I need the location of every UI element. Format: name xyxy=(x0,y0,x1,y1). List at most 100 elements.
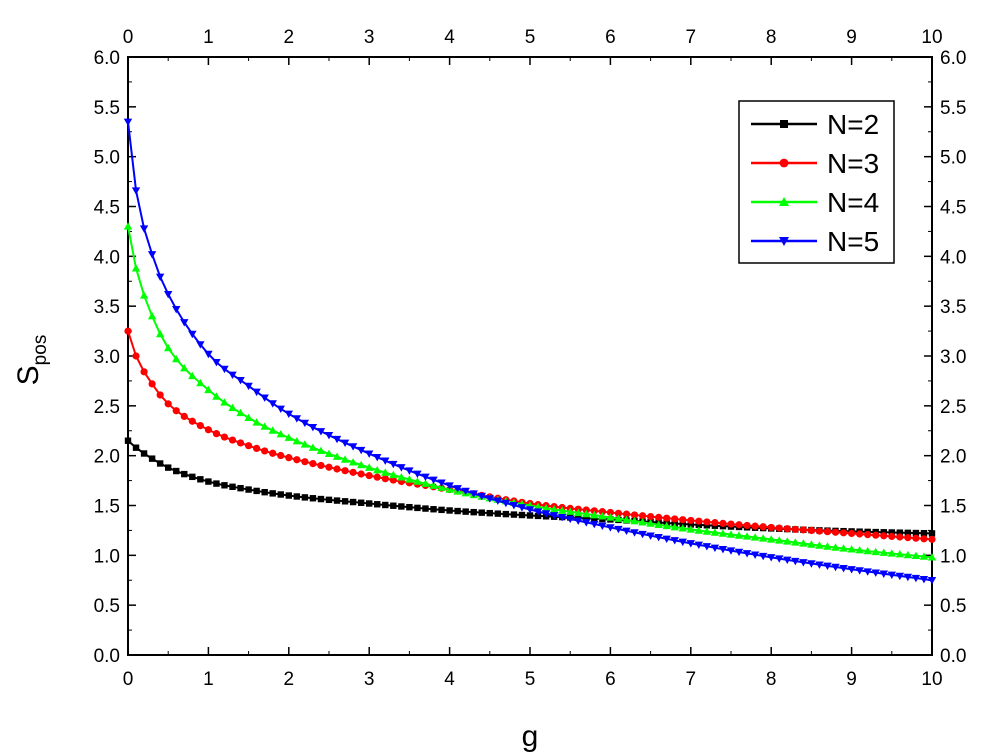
y-tick-label-right: 5.5 xyxy=(940,98,966,119)
marker-triangle-up xyxy=(606,513,615,521)
marker-circle xyxy=(679,516,687,524)
marker-triangle-down xyxy=(188,330,197,339)
marker-triangle-down xyxy=(702,543,712,551)
marker-circle xyxy=(381,475,389,483)
marker-triangle-down xyxy=(775,555,784,563)
marker-circle xyxy=(236,439,245,447)
marker-triangle-up xyxy=(742,532,752,540)
y-tick-label-right: 4.0 xyxy=(940,247,966,268)
marker-square xyxy=(422,505,429,512)
marker-circle xyxy=(779,158,789,168)
marker-triangle-down xyxy=(662,535,671,543)
marker-square xyxy=(261,488,268,496)
marker-circle xyxy=(872,531,880,539)
marker-triangle-up xyxy=(541,503,551,512)
marker-circle xyxy=(196,421,204,430)
marker-square xyxy=(366,500,373,507)
marker-triangle-up xyxy=(831,543,840,551)
marker-triangle-down xyxy=(340,439,350,448)
marker-square xyxy=(173,467,180,475)
marker-triangle-up xyxy=(533,502,543,511)
marker-square xyxy=(349,498,357,506)
marker-triangle-down xyxy=(381,457,390,465)
marker-triangle-down xyxy=(871,569,880,577)
marker-triangle-down xyxy=(686,540,695,548)
marker-circle xyxy=(132,352,140,360)
marker-triangle-down xyxy=(855,567,864,575)
marker-square xyxy=(140,450,148,457)
marker-triangle-up xyxy=(292,436,302,445)
y-tick-label-right: 3.5 xyxy=(940,297,966,318)
marker-triangle-up xyxy=(397,473,406,481)
marker-triangle-up xyxy=(670,522,679,531)
x-tick-label-bottom: 0 xyxy=(123,669,134,690)
marker-circle xyxy=(630,511,639,519)
marker-triangle-down xyxy=(638,530,647,539)
marker-square xyxy=(325,496,333,504)
marker-triangle-down xyxy=(437,479,446,487)
y-tick-label-left: 4.5 xyxy=(94,198,120,219)
marker-square xyxy=(124,437,132,444)
x-tick-label-top: 2 xyxy=(284,27,295,48)
x-tick-label-top: 5 xyxy=(525,27,536,48)
marker-square xyxy=(928,530,936,537)
marker-triangle-up xyxy=(895,550,905,558)
marker-triangle-down xyxy=(308,423,318,432)
marker-circle xyxy=(864,531,872,539)
y-tick-label-left: 1.0 xyxy=(94,546,120,567)
x-tick-label-bottom: 8 xyxy=(766,669,777,690)
marker-triangle-up xyxy=(389,470,398,479)
x-tick-label-top: 0 xyxy=(123,27,134,48)
x-tick-label-top: 10 xyxy=(921,27,942,48)
marker-circle xyxy=(767,523,775,532)
marker-triangle-up xyxy=(332,452,342,460)
plot-area xyxy=(123,118,937,585)
marker-triangle-up xyxy=(694,526,704,534)
marker-triangle-down xyxy=(779,237,789,246)
marker-triangle-up xyxy=(147,311,157,320)
marker-square xyxy=(317,495,325,503)
marker-circle xyxy=(743,521,751,530)
marker-triangle-down xyxy=(485,495,494,503)
marker-circle xyxy=(719,519,727,527)
marker-triangle-up xyxy=(734,531,744,539)
marker-triangle-down xyxy=(533,508,543,516)
marker-triangle-down xyxy=(911,574,921,583)
marker-square xyxy=(438,506,445,514)
y-tick-label-left: 2.0 xyxy=(94,447,120,468)
marker-triangle-up xyxy=(300,440,310,448)
marker-circle xyxy=(928,535,936,543)
marker-circle xyxy=(148,380,156,388)
marker-square xyxy=(534,512,542,520)
marker-circle xyxy=(823,528,832,536)
marker-circle xyxy=(896,533,904,541)
marker-triangle-up xyxy=(196,378,205,387)
legend-item-n-4: N=4 xyxy=(751,187,879,218)
marker-triangle-down xyxy=(196,341,205,349)
marker-triangle-up xyxy=(139,291,149,299)
marker-square xyxy=(583,515,590,522)
marker-square xyxy=(205,478,212,485)
marker-triangle-up xyxy=(686,525,695,533)
marker-square xyxy=(197,476,204,483)
axis-labels: g Spos xyxy=(12,335,538,753)
marker-circle xyxy=(220,433,229,441)
marker-triangle-down xyxy=(268,400,277,408)
x-tick-label-bottom: 6 xyxy=(605,669,616,690)
marker-triangle-up xyxy=(750,533,760,541)
marker-triangle-down xyxy=(236,377,245,385)
marker-triangle-up xyxy=(172,354,181,363)
marker-triangle-down xyxy=(373,454,382,462)
marker-circle xyxy=(687,516,695,525)
marker-triangle-down xyxy=(204,350,213,359)
marker-triangle-up xyxy=(927,553,937,561)
y-tick-label-left: 0.5 xyxy=(94,596,120,617)
marker-square xyxy=(398,503,405,510)
marker-circle xyxy=(638,512,647,520)
marker-triangle-up xyxy=(429,481,438,489)
legend-label: N=3 xyxy=(827,148,879,179)
marker-circle xyxy=(647,512,655,521)
marker-triangle-down xyxy=(131,187,141,195)
marker-triangle-up xyxy=(268,426,277,434)
marker-square xyxy=(301,494,309,501)
